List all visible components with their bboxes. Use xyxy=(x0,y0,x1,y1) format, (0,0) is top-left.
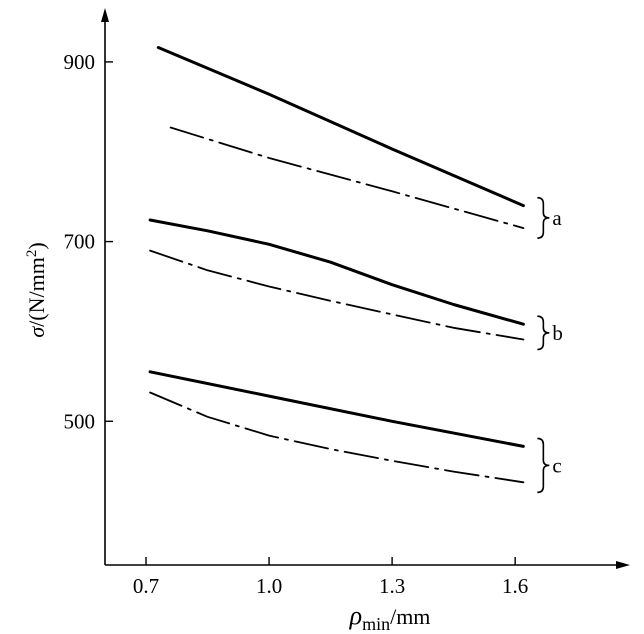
group-label-c: c xyxy=(552,453,561,477)
x-axis-arrow xyxy=(616,561,630,569)
ticks: 0.7 1.0 1.3 1.6 500 700 900 xyxy=(64,50,529,598)
series-line-b-solid xyxy=(148,218,525,326)
group-labels: a b c xyxy=(537,196,563,494)
y-axis-title: σ/(N/mm2) xyxy=(24,242,49,337)
y-tick-label: 900 xyxy=(64,50,96,74)
x-tick-label: 1.3 xyxy=(379,574,405,598)
series-line-a-solid xyxy=(156,46,525,208)
x-tick-label: 1.0 xyxy=(256,574,282,598)
group-brace-a xyxy=(537,196,550,239)
x-tick-label: 0.7 xyxy=(133,574,159,598)
series-line-c-dashdot xyxy=(149,391,525,484)
group-label-b: b xyxy=(552,321,563,345)
group-label-a: a xyxy=(552,206,562,230)
y-tick-label: 700 xyxy=(64,230,96,254)
group-brace-b xyxy=(537,315,550,351)
y-axis-arrow xyxy=(101,8,109,22)
axes xyxy=(101,8,630,569)
series-line-b-dashdot xyxy=(149,249,525,341)
series-line-a-dashdot xyxy=(169,126,525,230)
group-brace-c xyxy=(537,437,550,494)
x-axis-title: ρmin/mm xyxy=(349,601,431,634)
series-lines xyxy=(148,46,525,484)
series-line-c-solid xyxy=(148,370,525,448)
x-tick-label: 1.6 xyxy=(502,574,528,598)
y-tick-label: 500 xyxy=(64,409,96,433)
